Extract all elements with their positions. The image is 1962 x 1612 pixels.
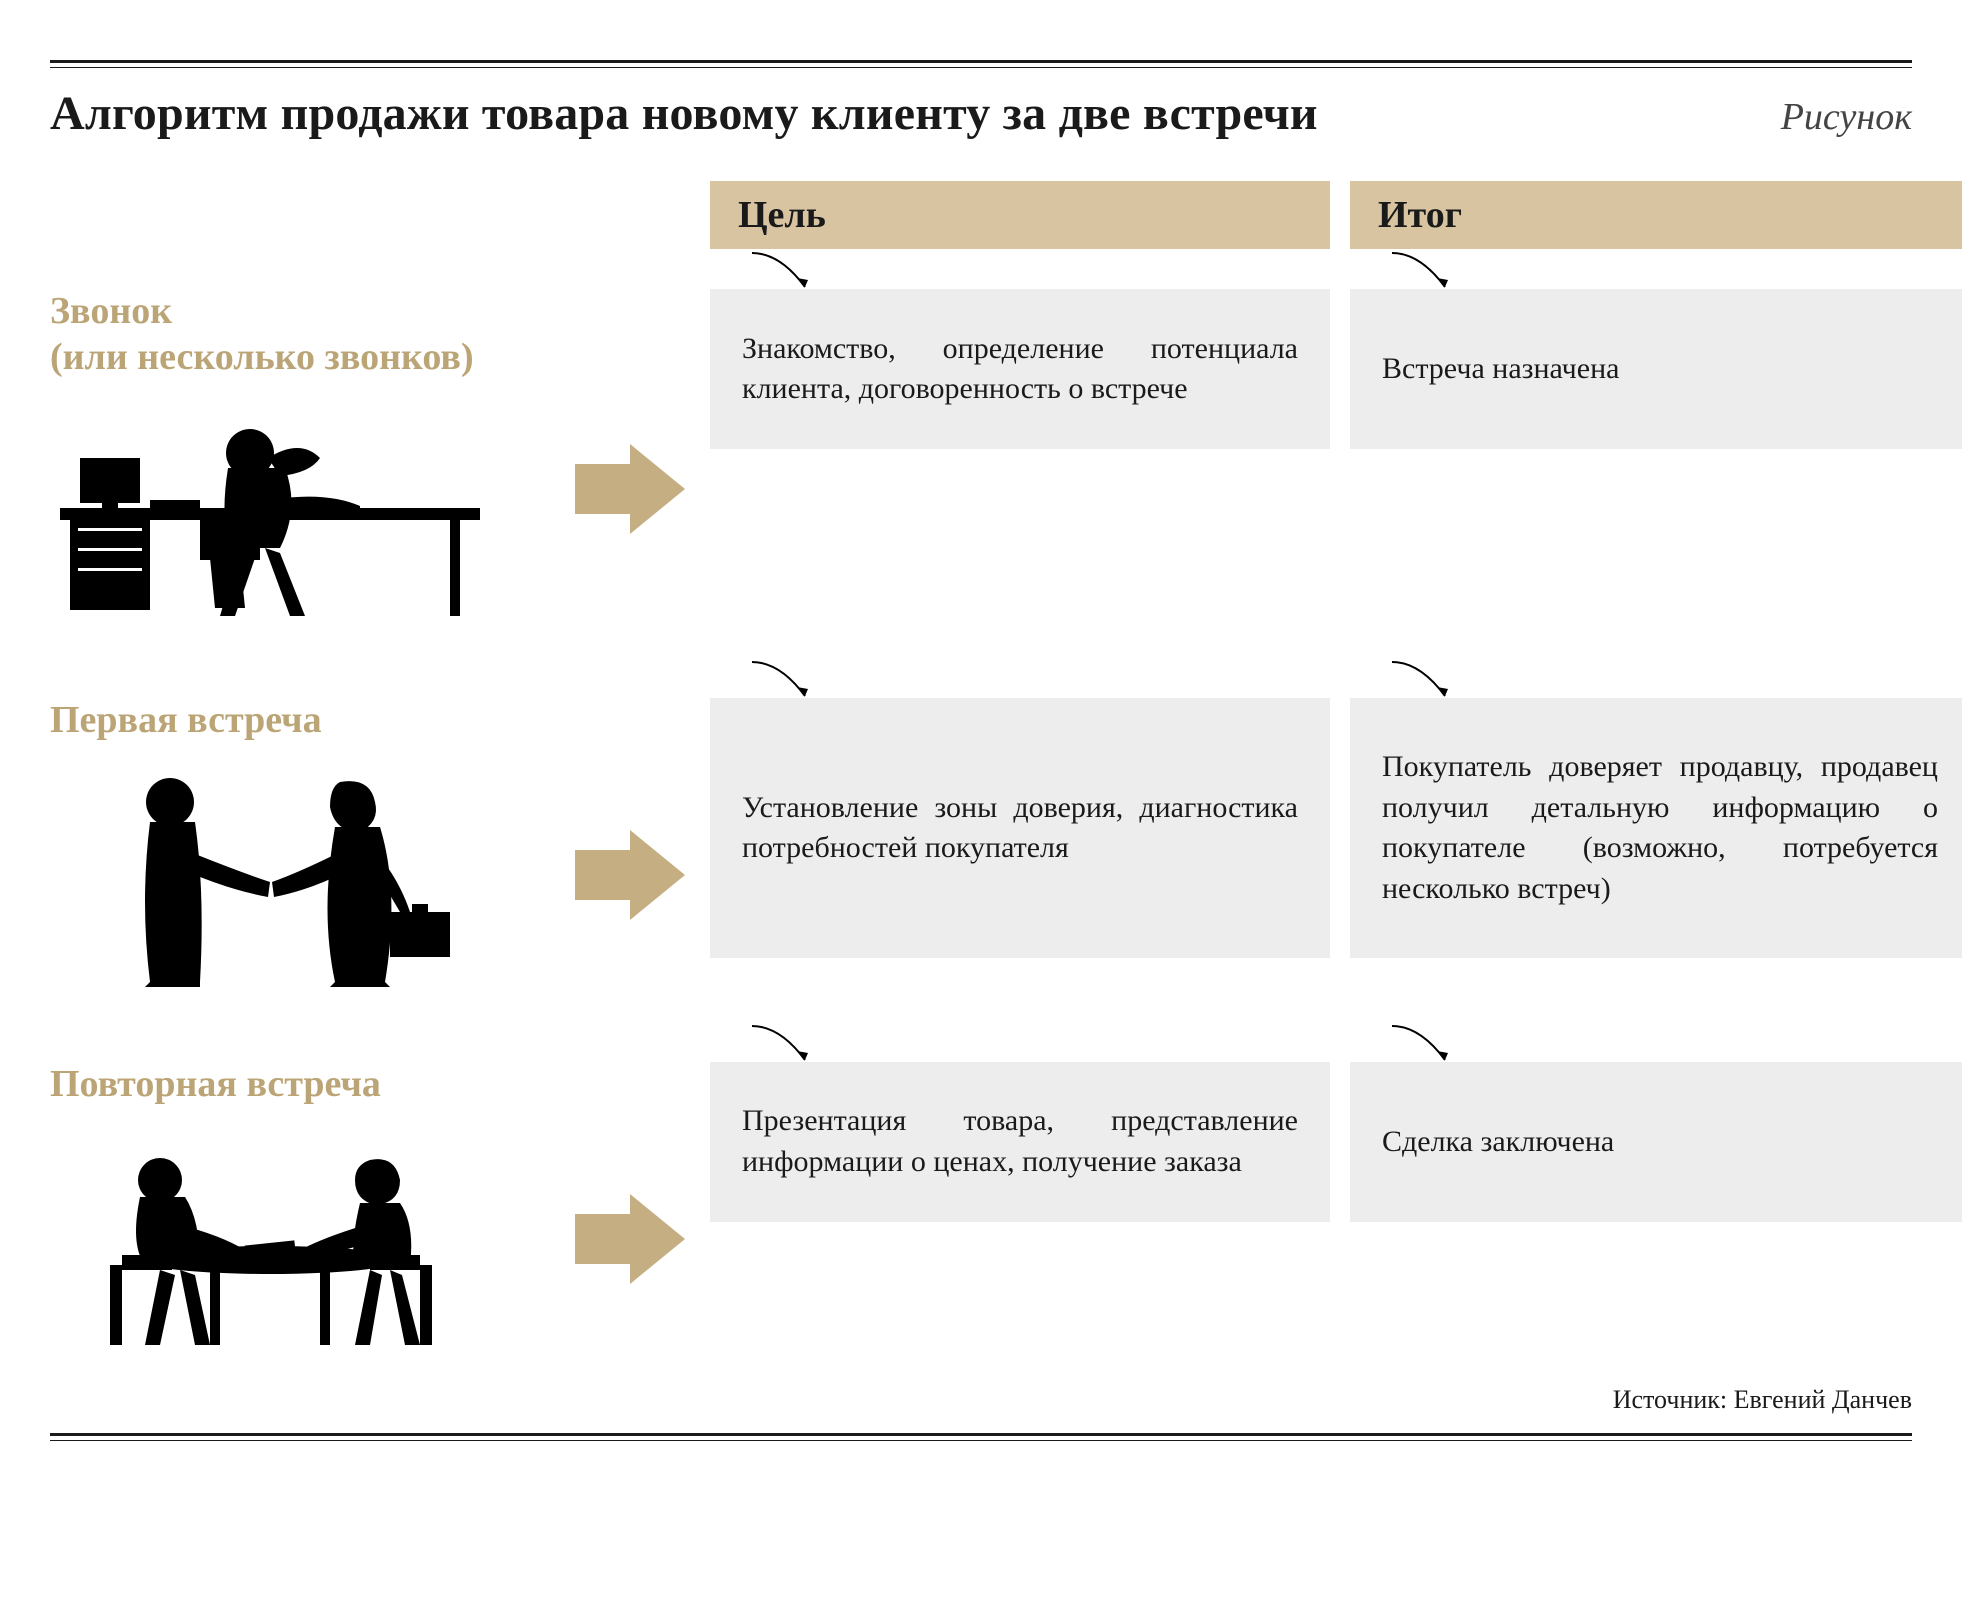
- illustration-desk-phone: [50, 398, 490, 628]
- infographic-page: Алгоритм продажи товара новому клиенту з…: [0, 0, 1962, 1481]
- stage-label-call: Звонок(или несколько звонков): [50, 289, 550, 380]
- top-double-rule: [50, 60, 1912, 68]
- arrow-stage-repeat-meeting: [570, 1062, 690, 1356]
- stage-label-repeat-meeting: Повторная встреча: [50, 1062, 550, 1108]
- figure-label: Рисунок: [1781, 95, 1912, 139]
- card-goal-repeat-meeting: Презентация товара, представ­ление инфор…: [710, 1062, 1330, 1222]
- illustration-handshake: [50, 762, 490, 992]
- col-header-result: Итог: [1350, 181, 1962, 249]
- row-separator: [50, 628, 550, 698]
- card-goal-repeat-meeting-wrap: Презентация товара, представ­ление инфор…: [710, 1062, 1330, 1356]
- stage-label-call-line1: Звонок(или несколько звонков): [50, 290, 474, 378]
- page-title: Алгоритм продажи товара новому клиенту з…: [50, 86, 1318, 141]
- card-result-first-meeting: Покупатель доверяет продавцу, продавец п…: [1350, 698, 1962, 958]
- header-row: Алгоритм продажи товара новому клиенту з…: [50, 86, 1912, 141]
- stage-label-first-meeting: Первая встреча: [50, 698, 550, 744]
- illustration-table-meeting: [50, 1125, 490, 1355]
- card-result-first-meeting-wrap: Покупатель доверяет продавцу, продавец п…: [1350, 698, 1962, 992]
- card-goal-call-wrap: Знакомство, определение потен­циала клие…: [710, 289, 1330, 628]
- blank-cell: [570, 181, 690, 289]
- lead-arrow-icon: [750, 660, 820, 702]
- lead-arrow-icon: [750, 1024, 820, 1066]
- lead-arrow-icon: [750, 251, 820, 293]
- arrow-stage-first-meeting: [570, 698, 690, 992]
- card-result-repeat-meeting-wrap: Сделка заключена: [1350, 1062, 1962, 1356]
- card-result-repeat-meeting: Сделка заключена: [1350, 1062, 1962, 1222]
- source-credit: Источник: Евгений Данчев: [50, 1385, 1912, 1415]
- lead-arrow-icon: [1390, 660, 1460, 702]
- card-result-call: Встреча назначена: [1350, 289, 1962, 449]
- big-arrow-icon: [575, 444, 685, 534]
- row-separator: [570, 992, 690, 1062]
- lead-arrow-icon: [1390, 1024, 1460, 1066]
- bottom-double-rule: [50, 1433, 1912, 1441]
- lead-arrow-icon: [1390, 251, 1460, 293]
- main-grid: Цель Итог Звонок(или несколько звонков) …: [50, 181, 1912, 1355]
- stage-call-left: Звонок(или несколько звонков): [50, 289, 550, 628]
- stage-repeat-meeting-left: Повторная встреча: [50, 1062, 550, 1356]
- card-goal-call: Знакомство, определение потен­циала клие…: [710, 289, 1330, 449]
- col-header-goal: Цель: [710, 181, 1330, 249]
- card-goal-first-meeting-wrap: Установление зоны доверия, диагностика п…: [710, 698, 1330, 992]
- big-arrow-icon: [575, 1194, 685, 1284]
- stage-first-meeting-left: Первая встреча: [50, 698, 550, 992]
- big-arrow-icon: [575, 830, 685, 920]
- card-goal-first-meeting: Установление зоны доверия, диагностика п…: [710, 698, 1330, 958]
- row-separator: [50, 992, 550, 1062]
- row-separator: [570, 628, 690, 698]
- arrow-stage-call: [570, 289, 690, 628]
- blank-cell: [50, 181, 550, 289]
- card-result-call-wrap: Встреча назначена: [1350, 289, 1962, 628]
